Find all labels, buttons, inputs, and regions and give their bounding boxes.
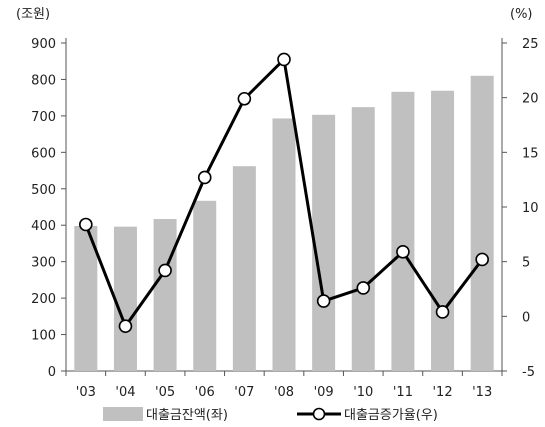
x-tick-label: '06	[195, 385, 215, 400]
right-tick-label: -5	[522, 365, 535, 380]
left-tick-label: 700	[31, 110, 56, 125]
line-point	[435, 305, 450, 319]
bar	[153, 219, 177, 371]
bar	[74, 225, 98, 371]
right-tick-label: 20	[522, 92, 539, 107]
right-tick-label: 15	[522, 146, 539, 161]
x-tick-label: '05	[155, 385, 175, 400]
left-axis-unit: (조원)	[16, 7, 50, 22]
line-point	[396, 245, 410, 259]
left-tick-label: 600	[31, 146, 56, 161]
left-tick-label: 500	[31, 183, 56, 198]
line-point	[118, 319, 133, 333]
bar	[193, 200, 217, 371]
line-point	[277, 52, 291, 67]
x-tick-label: '10	[353, 385, 373, 400]
left-tick-label: 900	[31, 37, 56, 52]
line-point	[197, 170, 212, 185]
line-point	[356, 281, 371, 295]
legend-bar-label: 대출금잔액(좌)	[146, 408, 228, 423]
x-tick-label: '11	[393, 385, 413, 400]
x-tick-label: '12	[432, 385, 452, 400]
bar	[113, 226, 137, 371]
left-tick-label: 100	[31, 329, 56, 344]
bars-series	[74, 75, 494, 372]
line-point	[316, 294, 331, 308]
left-tick-label: 300	[31, 256, 56, 271]
axes: 0 100 200 300 400 500 600 700 800 900 -5 0 5 10 15 20 25…	[31, 37, 538, 400]
right-tick-label: 0	[522, 310, 530, 325]
line-point	[158, 263, 172, 278]
x-tick-label: '08	[274, 385, 294, 400]
bar	[272, 118, 296, 371]
legend: 대출금잔액(좌) 대출금증가율(우)	[103, 407, 438, 423]
right-tick-label: 10	[522, 201, 539, 216]
x-tick-label: '07	[234, 385, 254, 400]
legend-line-marker	[312, 407, 326, 421]
bar	[391, 91, 415, 371]
legend-bar-swatch	[103, 407, 143, 421]
left-tick-label: 400	[31, 219, 56, 234]
bar	[351, 107, 375, 372]
bar	[470, 75, 494, 372]
right-axis-unit: (%)	[510, 7, 533, 22]
axis-labels: (조원) (%)	[16, 7, 533, 22]
left-tick-label: 0	[48, 365, 56, 380]
line-series	[79, 52, 489, 333]
x-tick-label: '09	[314, 385, 334, 400]
legend-line-label: 대출금증가율(우)	[344, 408, 438, 423]
left-tick-label: 800	[31, 73, 56, 88]
left-tick-label: 200	[31, 292, 56, 307]
x-tick-label: '03	[76, 385, 96, 400]
x-tick-label: '04	[115, 385, 135, 400]
bar	[232, 166, 256, 371]
bar	[312, 114, 336, 371]
right-tick-label: 25	[522, 37, 539, 52]
x-tick-label: '13	[472, 385, 492, 400]
right-tick-label: 5	[522, 256, 530, 271]
line-point	[475, 252, 489, 267]
line-point	[79, 217, 93, 232]
line-point	[237, 91, 252, 106]
bar	[431, 90, 455, 372]
